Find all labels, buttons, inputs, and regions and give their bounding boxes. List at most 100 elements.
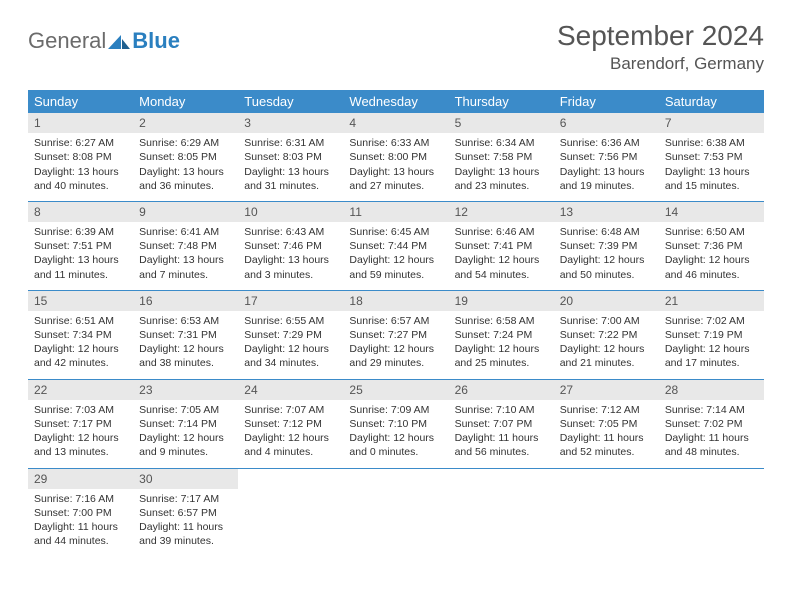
sunrise-text: Sunrise: 6:53 AM <box>139 314 232 328</box>
calendar-day-cell: 22Sunrise: 7:03 AMSunset: 7:17 PMDayligh… <box>28 379 133 468</box>
day-body <box>554 473 659 533</box>
sunset-text: Sunset: 7:00 PM <box>34 506 127 520</box>
daylight-text-1: Daylight: 12 hours <box>244 342 337 356</box>
day-body: Sunrise: 6:50 AMSunset: 7:36 PMDaylight:… <box>659 222 764 290</box>
day-body: Sunrise: 7:17 AMSunset: 6:57 PMDaylight:… <box>133 489 238 557</box>
calendar-day-cell: 28Sunrise: 7:14 AMSunset: 7:02 PMDayligh… <box>659 379 764 468</box>
sunrise-text: Sunrise: 7:03 AM <box>34 403 127 417</box>
sunrise-text: Sunrise: 6:45 AM <box>349 225 442 239</box>
calendar-day-cell: 30Sunrise: 7:17 AMSunset: 6:57 PMDayligh… <box>133 468 238 556</box>
sunrise-text: Sunrise: 6:31 AM <box>244 136 337 150</box>
day-body: Sunrise: 6:57 AMSunset: 7:27 PMDaylight:… <box>343 311 448 379</box>
logo-text-general: General <box>28 28 106 54</box>
weekday-header: Wednesday <box>343 90 448 113</box>
calendar-day-cell: 4Sunrise: 6:33 AMSunset: 8:00 PMDaylight… <box>343 113 448 201</box>
daylight-text-2: and 39 minutes. <box>139 534 232 548</box>
day-number: 6 <box>554 113 659 133</box>
calendar-day-cell: 29Sunrise: 7:16 AMSunset: 7:00 PMDayligh… <box>28 468 133 556</box>
sunrise-text: Sunrise: 7:00 AM <box>560 314 653 328</box>
weekday-header-row: Sunday Monday Tuesday Wednesday Thursday… <box>28 90 764 113</box>
calendar-day-cell: 16 Sunrise: 6:53 AMSunset: 7:31 PMDayligh… <box>133 290 238 379</box>
day-number: 16 <box>133 291 238 311</box>
daylight-text-2: and 54 minutes. <box>455 268 548 282</box>
calendar-day-cell: 15Sunrise: 6:51 AMSunset: 7:34 PMDayligh… <box>28 290 133 379</box>
daylight-text-1: Daylight: 12 hours <box>139 431 232 445</box>
calendar-day-cell: 23Sunrise: 7:05 AMSunset: 7:14 PMDayligh… <box>133 379 238 468</box>
day-body: Sunrise: 7:10 AMSunset: 7:07 PMDaylight:… <box>449 400 554 468</box>
daylight-text-2: and 15 minutes. <box>665 179 758 193</box>
sunset-text: Sunset: 7:48 PM <box>139 239 232 253</box>
day-number: 30 <box>133 469 238 489</box>
sunset-text: Sunset: 7:07 PM <box>455 417 548 431</box>
sunrise-text: Sunrise: 7:10 AM <box>455 403 548 417</box>
daylight-text-1: Daylight: 11 hours <box>455 431 548 445</box>
daylight-text-2: and 11 minutes. <box>34 268 127 282</box>
day-number: 14 <box>659 202 764 222</box>
calendar-day-cell <box>554 468 659 556</box>
calendar-week-row: 1Sunrise: 6:27 AMSunset: 8:08 PMDaylight… <box>28 113 764 201</box>
daylight-text-1: Daylight: 11 hours <box>665 431 758 445</box>
calendar-day-cell: 13Sunrise: 6:48 AMSunset: 7:39 PMDayligh… <box>554 201 659 290</box>
day-number: 10 <box>238 202 343 222</box>
calendar-week-row: 22Sunrise: 7:03 AMSunset: 7:17 PMDayligh… <box>28 379 764 468</box>
day-number: 25 <box>343 380 448 400</box>
calendar-day-cell: 19Sunrise: 6:58 AMSunset: 7:24 PMDayligh… <box>449 290 554 379</box>
day-number: 18 <box>343 291 448 311</box>
sunset-text: Sunset: 7:27 PM <box>349 328 442 342</box>
day-body: Sunrise: 7:09 AMSunset: 7:10 PMDaylight:… <box>343 400 448 468</box>
day-number: 7 <box>659 113 764 133</box>
day-body: Sunrise: 6:31 AMSunset: 8:03 PMDaylight:… <box>238 133 343 201</box>
sunset-text: Sunset: 7:17 PM <box>34 417 127 431</box>
day-body: Sunrise: 7:16 AMSunset: 7:00 PMDaylight:… <box>28 489 133 557</box>
weekday-header: Monday <box>133 90 238 113</box>
daylight-text-1: Daylight: 13 hours <box>34 253 127 267</box>
calendar-day-cell: 6Sunrise: 6:36 AMSunset: 7:56 PMDaylight… <box>554 113 659 201</box>
day-body: Sunrise: 6:51 AMSunset: 7:34 PMDaylight:… <box>28 311 133 379</box>
day-body <box>238 473 343 533</box>
sunrise-text: Sunrise: 6:29 AM <box>139 136 232 150</box>
sunrise-text: Sunrise: 6:55 AM <box>244 314 337 328</box>
day-number: 28 <box>659 380 764 400</box>
day-body: Sunrise: 6:36 AMSunset: 7:56 PMDaylight:… <box>554 133 659 201</box>
sunrise-text: Sunrise: 6:48 AM <box>560 225 653 239</box>
weekday-header: Sunday <box>28 90 133 113</box>
day-body: Sunrise: 6:43 AMSunset: 7:46 PMDaylight:… <box>238 222 343 290</box>
calendar-day-cell: 20Sunrise: 7:00 AMSunset: 7:22 PMDayligh… <box>554 290 659 379</box>
sunrise-text: Sunrise: 7:09 AM <box>349 403 442 417</box>
daylight-text-1: Daylight: 12 hours <box>34 342 127 356</box>
day-body: Sunrise: 6:46 AMSunset: 7:41 PMDaylight:… <box>449 222 554 290</box>
day-number: 4 <box>343 113 448 133</box>
daylight-text-2: and 29 minutes. <box>349 356 442 370</box>
daylight-text-2: and 23 minutes. <box>455 179 548 193</box>
day-number: 3 <box>238 113 343 133</box>
sunrise-text: Sunrise: 7:05 AM <box>139 403 232 417</box>
day-number: 12 <box>449 202 554 222</box>
calendar-day-cell: 25Sunrise: 7:09 AMSunset: 7:10 PMDayligh… <box>343 379 448 468</box>
day-body: Sunrise: 6:29 AMSunset: 8:05 PMDaylight:… <box>133 133 238 201</box>
sunset-text: Sunset: 7:51 PM <box>34 239 127 253</box>
sunset-text: Sunset: 7:41 PM <box>455 239 548 253</box>
calendar-day-cell: 3Sunrise: 6:31 AMSunset: 8:03 PMDaylight… <box>238 113 343 201</box>
daylight-text-2: and 3 minutes. <box>244 268 337 282</box>
daylight-text-1: Daylight: 13 hours <box>455 165 548 179</box>
sunrise-text: Sunrise: 6:57 AM <box>349 314 442 328</box>
sunset-text: Sunset: 7:34 PM <box>34 328 127 342</box>
daylight-text-1: Daylight: 12 hours <box>455 342 548 356</box>
location: Barendorf, Germany <box>557 54 764 74</box>
daylight-text-1: Daylight: 12 hours <box>455 253 548 267</box>
sunrise-text: Sunrise: 7:16 AM <box>34 492 127 506</box>
sunset-text: Sunset: 7:53 PM <box>665 150 758 164</box>
sunset-text: Sunset: 7:31 PM <box>139 328 232 342</box>
calendar-week-row: 15Sunrise: 6:51 AMSunset: 7:34 PMDayligh… <box>28 290 764 379</box>
calendar-day-cell: 9Sunrise: 6:41 AMSunset: 7:48 PMDaylight… <box>133 201 238 290</box>
day-body: Sunrise: 7:07 AMSunset: 7:12 PMDaylight:… <box>238 400 343 468</box>
daylight-text-2: and 9 minutes. <box>139 445 232 459</box>
day-body: Sunrise: 6:45 AMSunset: 7:44 PMDaylight:… <box>343 222 448 290</box>
daylight-text-1: Daylight: 12 hours <box>139 342 232 356</box>
daylight-text-2: and 7 minutes. <box>139 268 232 282</box>
sunset-text: Sunset: 7:39 PM <box>560 239 653 253</box>
sunrise-text: Sunrise: 7:02 AM <box>665 314 758 328</box>
day-number: 13 <box>554 202 659 222</box>
sunrise-text: Sunrise: 7:14 AM <box>665 403 758 417</box>
day-body: Sunrise: 6:33 AMSunset: 8:00 PMDaylight:… <box>343 133 448 201</box>
